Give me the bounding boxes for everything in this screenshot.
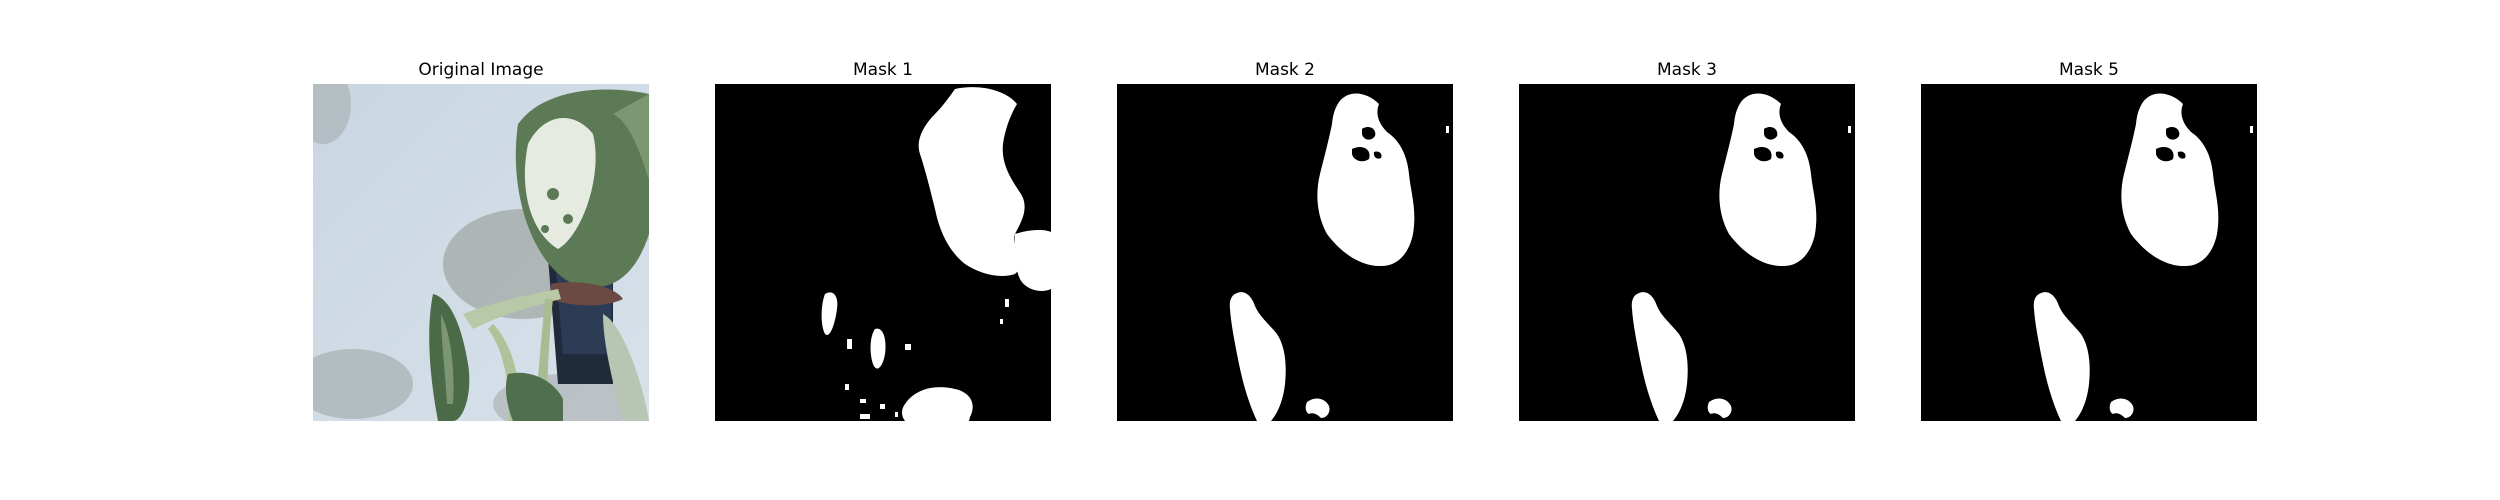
mask-1-shape [715,84,1051,421]
panel-title-mask-2: Mask 2 [1117,60,1453,80]
panel-title-mask-3: Mask 3 [1519,60,1855,80]
original-image [313,84,649,421]
mask-5-image [1921,84,2257,421]
mask-5-shape [1921,84,2257,421]
mask-2-image [1117,84,1453,421]
mask-3-image [1519,84,1855,421]
mask-2-shape [1117,84,1453,421]
original-photo [313,84,649,421]
panel-title-mask-1: Mask 1 [715,60,1051,80]
mask-3-shape [1519,84,1855,421]
mask-1-image [715,84,1051,421]
panel-title-mask-5: Mask 5 [1921,60,2257,80]
panel-title-original: Original Image [313,60,649,80]
